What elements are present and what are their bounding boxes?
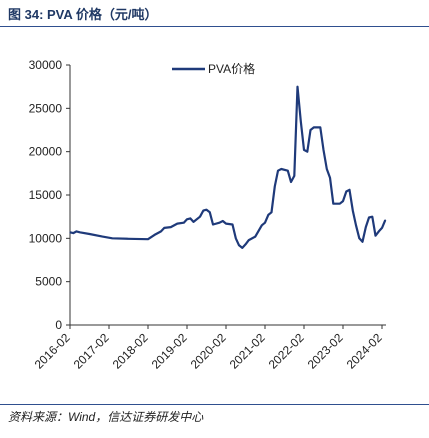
data-point <box>287 170 289 172</box>
data-point <box>244 243 247 245</box>
data-point <box>329 177 331 179</box>
data-point <box>365 226 367 228</box>
data-point <box>192 221 195 223</box>
data-point <box>218 222 221 224</box>
series-layer <box>69 85 387 249</box>
data-point <box>72 232 74 234</box>
data-point <box>290 181 292 183</box>
x-tick-label: 2019-02 <box>149 330 190 371</box>
y-tick-labels: 0 5000 10000 15000 20000 25000 30000 <box>29 58 63 332</box>
chart-axes <box>66 64 386 329</box>
data-point <box>127 238 130 240</box>
x-tick-label: 2016-02 <box>32 330 73 371</box>
data-point <box>199 216 201 218</box>
data-point <box>270 211 273 213</box>
data-point <box>209 211 211 213</box>
data-point <box>303 149 305 151</box>
data-point <box>322 149 325 151</box>
legend-label: PVA价格 <box>208 61 255 76</box>
series-line <box>69 85 387 249</box>
data-point <box>280 168 282 170</box>
data-point <box>147 238 149 240</box>
data-point <box>88 233 91 235</box>
data-point <box>368 216 370 219</box>
y-tick-label: 25000 <box>29 101 63 115</box>
data-point <box>75 230 78 232</box>
data-point <box>348 189 351 191</box>
data-point <box>186 218 188 220</box>
data-point <box>261 224 263 226</box>
data-point <box>163 227 165 229</box>
data-point <box>183 222 185 224</box>
y-tick-label: 0 <box>55 318 62 332</box>
data-point <box>248 239 250 241</box>
x-tick-label: 2022-02 <box>266 330 307 371</box>
x-tick-label: 2021-02 <box>227 330 268 371</box>
data-point <box>384 219 386 221</box>
data-point <box>313 126 315 128</box>
data-point <box>241 247 243 249</box>
data-point <box>371 216 373 218</box>
data-point <box>306 151 308 153</box>
data-point <box>160 230 162 232</box>
chart-legend: PVA价格 <box>172 61 255 76</box>
data-point <box>381 227 383 229</box>
data-point <box>79 231 81 233</box>
y-tick-label: 10000 <box>29 231 63 245</box>
data-point <box>274 185 276 187</box>
y-tick-label: 15000 <box>29 188 63 202</box>
data-point <box>170 226 172 228</box>
y-tick-label: 20000 <box>29 145 63 159</box>
data-point <box>176 223 178 225</box>
data-point <box>319 126 321 128</box>
data-point <box>153 234 156 236</box>
data-point <box>361 241 364 243</box>
source-note: 资料来源：Wind，信达证券研发中心 <box>8 410 204 424</box>
data-point <box>309 129 312 131</box>
data-point <box>378 230 380 232</box>
data-point <box>342 200 344 202</box>
data-point <box>189 217 191 219</box>
data-point <box>332 203 334 205</box>
data-point <box>277 170 279 172</box>
data-point <box>212 223 214 226</box>
data-point <box>202 210 204 212</box>
data-point <box>225 223 227 225</box>
x-tick-label: 2024-02 <box>344 330 385 371</box>
title-rule <box>0 26 429 27</box>
data-point <box>205 209 208 211</box>
data-point <box>267 214 269 216</box>
data-point <box>222 220 224 222</box>
data-point <box>358 237 360 239</box>
data-point <box>300 120 302 122</box>
source-rule <box>0 404 429 405</box>
y-tick-label: 30000 <box>29 58 63 72</box>
data-point <box>254 236 256 238</box>
data-point <box>101 236 104 238</box>
x-tick-label: 2018-02 <box>110 330 151 371</box>
x-tick-label: 2020-02 <box>188 330 229 371</box>
data-point <box>69 231 71 233</box>
data-point <box>352 210 354 212</box>
data-point <box>293 175 295 177</box>
y-tick-label: 5000 <box>35 275 62 289</box>
data-point <box>111 237 113 239</box>
data-point <box>238 244 240 246</box>
data-point <box>296 86 299 88</box>
data-point <box>231 223 234 226</box>
data-point <box>345 190 347 193</box>
data-point <box>235 237 237 239</box>
figure-title: 图 34: PVA 价格（元/吨） <box>8 7 158 22</box>
data-point <box>326 168 328 170</box>
x-tick-label: 2023-02 <box>305 330 346 371</box>
data-point <box>339 203 341 205</box>
data-point <box>264 222 266 224</box>
x-tick-labels: 2016-022017-022018-022019-022020-022021-… <box>32 330 385 371</box>
x-tick-label: 2017-02 <box>71 330 112 371</box>
data-point <box>374 235 377 237</box>
data-point <box>355 224 357 226</box>
